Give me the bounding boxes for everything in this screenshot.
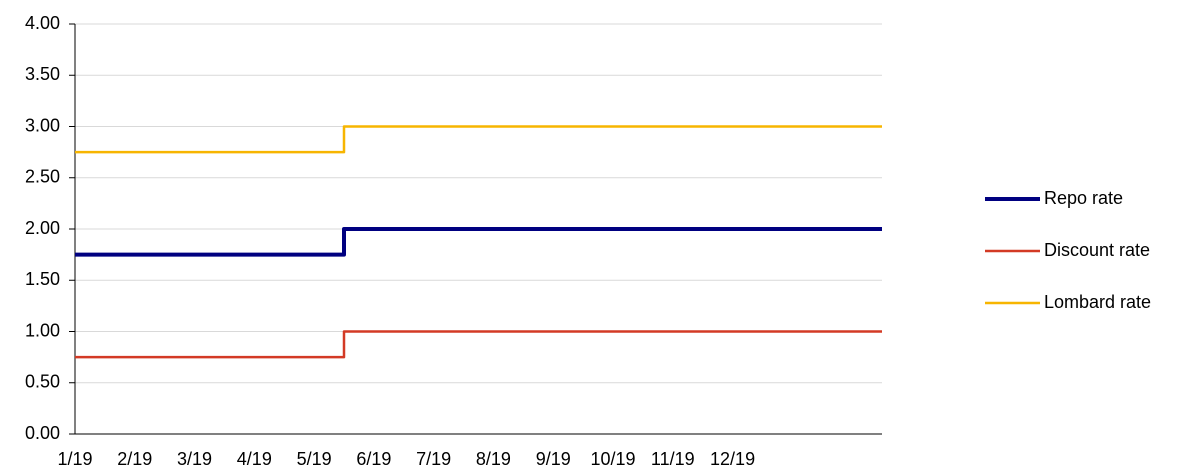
y-tick-label: 3.50	[25, 64, 60, 84]
line-series	[75, 125, 882, 154]
y-tick-label: 0.00	[25, 423, 60, 443]
line-series	[75, 227, 882, 257]
y-tick-label: 1.00	[25, 320, 60, 340]
line-series	[75, 330, 882, 359]
x-tick-label: 7/19	[416, 449, 451, 469]
x-tick-label: 2/19	[117, 449, 152, 469]
y-tick-label: 3.00	[25, 115, 60, 135]
y-tick-label: 4.00	[25, 13, 60, 33]
x-tick-label: 3/19	[177, 449, 212, 469]
x-tick-label: 9/19	[536, 449, 571, 469]
y-tick-label: 0.50	[25, 372, 60, 392]
x-tick-label: 12/19	[710, 449, 755, 469]
x-tick-label: 10/19	[590, 449, 635, 469]
x-tick-label: 8/19	[476, 449, 511, 469]
y-tick-label: 2.00	[25, 218, 60, 238]
y-tick-label: 1.50	[25, 269, 60, 289]
legend-label: Repo rate	[1044, 188, 1123, 208]
x-tick-label: 4/19	[237, 449, 272, 469]
legend-label: Lombard rate	[1044, 292, 1151, 312]
x-tick-label: 11/19	[651, 449, 695, 469]
x-tick-label: 5/19	[297, 449, 332, 469]
x-tick-label: 6/19	[356, 449, 391, 469]
legend-label: Discount rate	[1044, 240, 1150, 260]
y-tick-label: 2.50	[25, 167, 60, 187]
x-tick-label: 1/19	[57, 449, 92, 469]
